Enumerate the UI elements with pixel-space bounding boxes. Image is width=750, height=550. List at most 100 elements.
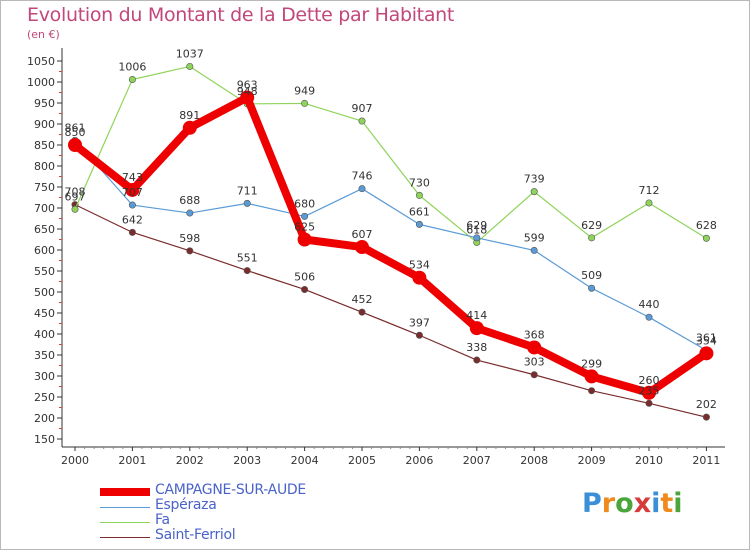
x-tick-label: 2006 — [405, 454, 433, 467]
y-tick-label: 850 — [34, 139, 55, 152]
campagne-point — [584, 369, 599, 384]
logo-letter: t — [660, 488, 674, 519]
fa-point — [588, 234, 596, 242]
esperaza-data-label: 661 — [409, 205, 430, 218]
esperaza-point — [473, 234, 481, 242]
saint-ferriol-data-label: 235 — [639, 384, 660, 397]
fa-data-label: 1006 — [118, 60, 146, 73]
saint-ferriol-point — [702, 413, 710, 421]
esperaza-data-label: 629 — [466, 219, 487, 232]
logo-letter: o — [615, 488, 634, 519]
saint-ferriol-data-label: 338 — [466, 341, 487, 354]
y-tick-label: 700 — [34, 202, 55, 215]
saint-ferriol-data-label: 452 — [352, 293, 373, 306]
fa-data-label: 949 — [294, 84, 315, 97]
campagne-point — [125, 182, 140, 197]
saint-ferriol-point — [128, 228, 136, 236]
fa-point — [186, 62, 194, 70]
esperaza-data-label: 599 — [524, 231, 545, 244]
logo-letter: i — [651, 488, 661, 519]
fa-data-label: 697 — [65, 190, 86, 203]
campagne-data-label: 354 — [696, 334, 717, 347]
x-tick-label: 2003 — [233, 454, 261, 467]
saint-ferriol-point — [243, 267, 251, 275]
campagne-data-label: 414 — [466, 309, 487, 322]
fa-data-label: 907 — [352, 102, 373, 115]
esperaza-data-label: 361 — [696, 331, 717, 344]
logo-letter: r — [601, 488, 616, 519]
campagne-series-line — [72, 93, 709, 397]
campagne-data-label: 963 — [237, 79, 258, 92]
campagne-data-label: 850 — [65, 126, 86, 139]
esperaza-point — [186, 209, 194, 217]
x-tick-label: 2000 — [61, 454, 89, 467]
fa-point — [530, 188, 538, 196]
esperaza-data-label: 861 — [65, 121, 86, 134]
campagne-data-label: 625 — [294, 221, 315, 234]
campagne-point — [68, 138, 82, 152]
esperaza-data-label: 680 — [294, 197, 315, 210]
saint-ferriol-point — [645, 399, 653, 407]
saint-ferriol-data-label: 551 — [237, 252, 258, 265]
fa-point — [645, 199, 653, 207]
x-tick-label: 2005 — [348, 454, 376, 467]
saint-ferriol-data-label: 303 — [524, 356, 545, 369]
esperaza-data-label: 440 — [639, 298, 660, 311]
legend-label: Espéraza — [155, 497, 217, 513]
fa-data-label: 712 — [639, 184, 660, 197]
fa-data-label: 628 — [696, 219, 717, 232]
fa-point — [358, 117, 366, 125]
fa-point — [301, 99, 309, 107]
x-tick-label: 2004 — [291, 454, 319, 467]
campagne-point — [642, 385, 656, 400]
logo-letter: P — [582, 488, 602, 519]
chart-title: Evolution du Montant de la Dette par Hab… — [27, 4, 455, 26]
legend-label: CAMPAGNE-SUR-AUDE — [155, 482, 306, 498]
campagne-point — [355, 240, 369, 255]
fa-data-label: 1037 — [176, 47, 204, 60]
legend-label: Saint-Ferriol — [155, 527, 236, 543]
x-tick-label: 2010 — [635, 454, 663, 467]
saint-ferriol-point — [530, 371, 538, 379]
legend-swatch — [100, 507, 150, 508]
saint-ferriol-data-label: 202 — [696, 398, 717, 411]
esperaza-data-label: 711 — [237, 184, 258, 197]
fa-point — [128, 75, 136, 83]
fa-point — [415, 191, 423, 199]
x-tick-label: 2011 — [692, 454, 720, 467]
campagne-data-label: 607 — [352, 228, 373, 241]
campagne-data-label: 260 — [639, 374, 660, 387]
esperaza-point — [358, 185, 366, 193]
y-tick-label: 250 — [34, 391, 55, 404]
y-tick-label: 750 — [34, 181, 55, 194]
saint-ferriol-data-label: 397 — [409, 316, 430, 329]
legend-swatch — [100, 488, 150, 496]
campagne-point — [699, 346, 714, 361]
x-tick-label: 2009 — [578, 454, 606, 467]
y-tick-label: 600 — [34, 244, 55, 257]
y-tick-label: 800 — [34, 160, 55, 173]
legend-swatch — [100, 522, 150, 523]
esperaza-data-label: 688 — [179, 194, 200, 207]
esperaza-data-label: 509 — [581, 269, 602, 282]
saint-ferriol-series-line — [74, 204, 707, 418]
fa-series-line — [74, 65, 707, 244]
campagne-point — [240, 90, 255, 105]
fa-data-label: 739 — [524, 173, 545, 186]
x-tick-label: 2001 — [118, 454, 146, 467]
saint-ferriol-point — [473, 356, 481, 364]
y-tick-label: 450 — [34, 307, 55, 320]
esperaza-point — [301, 212, 309, 220]
fa-data-label: 618 — [466, 223, 487, 236]
fa-point — [702, 234, 710, 242]
logo-letter: i — [673, 488, 683, 519]
y-tick-label: 500 — [34, 286, 55, 299]
y-tick-label: 550 — [34, 265, 55, 278]
saint-ferriol-point — [358, 308, 366, 316]
campagne-data-label: 743 — [122, 171, 143, 184]
proxiti-logo: Proxiti — [582, 488, 683, 519]
fa-data-label: 948 — [237, 85, 258, 98]
esperaza-data-label: 707 — [122, 186, 143, 199]
